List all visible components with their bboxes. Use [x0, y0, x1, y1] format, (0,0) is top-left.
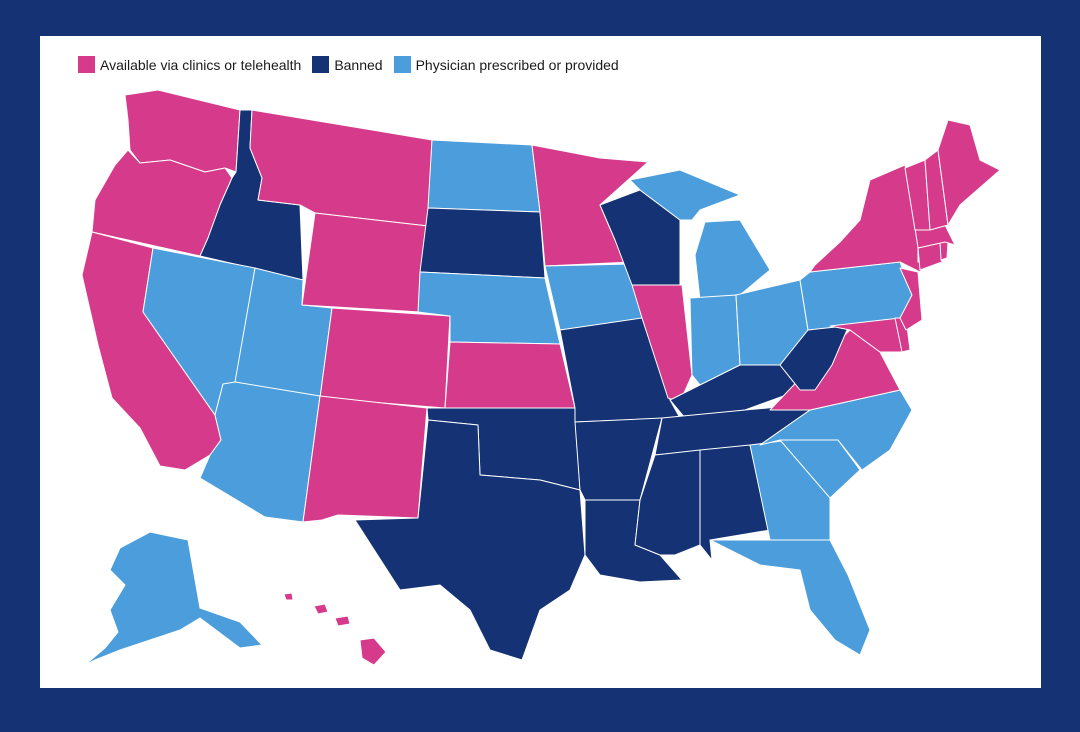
state-AZ[interactable]: [199, 381, 321, 523]
state-WA[interactable]: [124, 89, 241, 173]
us-states-map: [81, 89, 1001, 666]
legend-swatch-physician: [393, 56, 411, 73]
legend-swatch-banned: [312, 56, 330, 73]
state-HI[interactable]: [283, 592, 387, 666]
legend-label-available: Available via clinics or telehealth: [100, 56, 302, 73]
state-TX[interactable]: [354, 419, 586, 661]
state-NJ[interactable]: [899, 267, 923, 331]
state-NM[interactable]: [302, 395, 428, 523]
map-panel: Available via clinics or telehealth Bann…: [40, 36, 1041, 688]
state-ME[interactable]: [937, 119, 1001, 226]
state-FL[interactable]: [709, 539, 871, 656]
legend: Available via clinics or telehealth Bann…: [78, 56, 619, 73]
legend-item-physician: Physician prescribed or provided: [393, 56, 619, 73]
state-SD[interactable]: [419, 207, 546, 279]
legend-item-available: Available via clinics or telehealth: [78, 56, 301, 73]
state-KS[interactable]: [444, 341, 576, 409]
state-MD[interactable]: [829, 317, 903, 353]
state-CO[interactable]: [319, 307, 451, 409]
state-ND[interactable]: [427, 139, 541, 213]
legend-label-physician: Physician prescribed or provided: [415, 56, 619, 73]
state-RI[interactable]: [939, 241, 949, 261]
legend-label-banned: Banned: [334, 56, 383, 73]
state-AK[interactable]: [84, 531, 263, 666]
legend-item-banned: Banned: [312, 56, 383, 73]
legend-swatch-available: [78, 56, 95, 73]
state-WY[interactable]: [301, 212, 429, 313]
